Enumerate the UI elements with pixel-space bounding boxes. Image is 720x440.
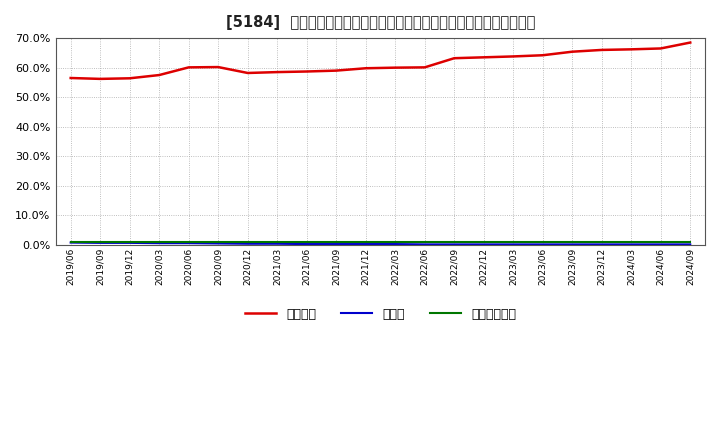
繰延税金資産: [568, 239, 577, 245]
のれん: [184, 241, 193, 246]
自己資本: [66, 75, 75, 81]
Title: [5184]  自己資本、のれん、繰延税金資産の総資産に対する比率の推移: [5184] 自己資本、のれん、繰延税金資産の総資産に対する比率の推移: [226, 15, 535, 30]
繰延税金資産: [155, 239, 163, 245]
自己資本: [420, 65, 429, 70]
繰延税金資産: [391, 239, 400, 245]
自己資本: [391, 65, 400, 70]
自己資本: [568, 49, 577, 55]
繰延税金資産: [302, 239, 311, 245]
繰延税金資産: [420, 239, 429, 245]
繰延税金資産: [539, 239, 547, 245]
繰延税金資産: [361, 239, 370, 245]
自己資本: [480, 55, 488, 60]
のれん: [480, 242, 488, 247]
自己資本: [302, 69, 311, 74]
自己資本: [509, 54, 518, 59]
繰延税金資産: [480, 239, 488, 245]
自己資本: [125, 76, 134, 81]
のれん: [420, 242, 429, 247]
のれん: [657, 242, 665, 247]
自己資本: [273, 70, 282, 75]
自己資本: [627, 47, 636, 52]
繰延税金資産: [598, 239, 606, 245]
繰延税金資産: [214, 239, 222, 245]
のれん: [302, 242, 311, 247]
のれん: [509, 242, 518, 247]
自己資本: [96, 76, 104, 81]
繰延税金資産: [96, 239, 104, 245]
繰延税金資産: [125, 239, 134, 245]
繰延税金資産: [273, 239, 282, 245]
のれん: [598, 242, 606, 247]
のれん: [332, 242, 341, 247]
のれん: [125, 240, 134, 246]
繰延税金資産: [332, 239, 341, 245]
のれん: [96, 240, 104, 246]
自己資本: [539, 53, 547, 58]
繰延税金資産: [450, 239, 459, 245]
自己資本: [184, 65, 193, 70]
のれん: [361, 242, 370, 247]
のれん: [539, 242, 547, 247]
のれん: [66, 240, 75, 245]
繰延税金資産: [184, 239, 193, 245]
自己資本: [243, 70, 252, 76]
Legend: 自己資本, のれん, 繰延税金資産: 自己資本, のれん, 繰延税金資産: [240, 303, 521, 326]
繰延税金資産: [243, 239, 252, 245]
のれん: [243, 241, 252, 246]
自己資本: [361, 66, 370, 71]
のれん: [214, 241, 222, 246]
繰延税金資産: [627, 239, 636, 245]
Line: のれん: のれん: [71, 242, 690, 244]
自己資本: [214, 64, 222, 70]
繰延税金資産: [657, 239, 665, 245]
自己資本: [332, 68, 341, 73]
自己資本: [686, 40, 695, 45]
繰延税金資産: [509, 239, 518, 245]
のれん: [686, 242, 695, 247]
自己資本: [598, 47, 606, 52]
繰延税金資産: [686, 239, 695, 245]
のれん: [568, 242, 577, 247]
のれん: [450, 242, 459, 247]
のれん: [391, 242, 400, 247]
のれん: [155, 241, 163, 246]
繰延税金資産: [66, 239, 75, 245]
自己資本: [450, 55, 459, 61]
のれん: [627, 242, 636, 247]
Line: 自己資本: 自己資本: [71, 43, 690, 79]
のれん: [273, 241, 282, 246]
自己資本: [155, 73, 163, 78]
自己資本: [657, 46, 665, 51]
